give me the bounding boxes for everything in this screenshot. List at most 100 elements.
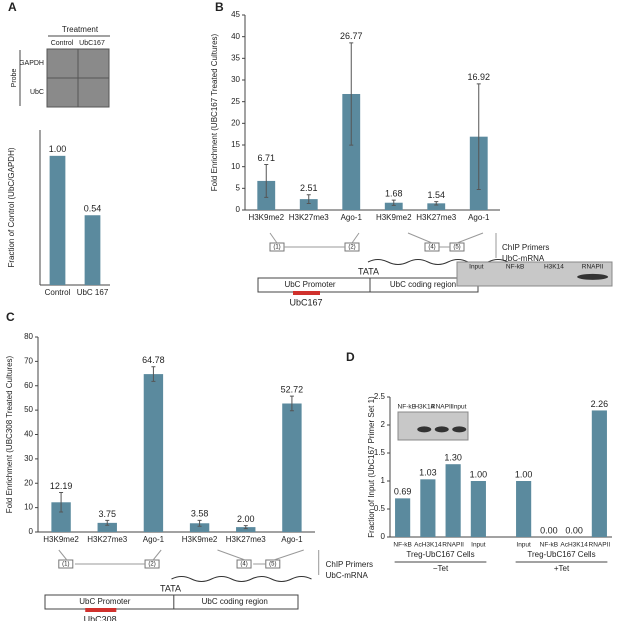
y-tick-label: 50 [24,405,33,414]
y-tick-label: 0.5 [374,504,386,513]
bar [384,202,403,210]
value-label: 0.54 [84,204,102,214]
panel-label: A [8,0,17,14]
value-label: 64.78 [142,355,165,365]
y-axis-label: Fraction of Input (UbC167 Primer Set 1) [367,396,376,538]
y-tick-label: 10 [24,503,33,512]
gel-lane-label: Input [452,404,467,411]
blot-column: UbC167 [79,40,105,47]
gel-lane-label: Input [469,264,484,271]
x-tick-label: AcH3K14 [560,542,588,549]
error-bar [264,163,269,198]
y-tick-label: 20 [24,478,33,487]
x-tick-label: H3K27me3 [226,535,267,544]
value-label: 1.03 [419,468,437,478]
gel-lane-label: H3K14 [414,404,434,411]
error-bar [434,201,439,206]
gel-lane-label: NF-kB [506,264,524,271]
y-tick-label: 35 [231,53,240,62]
blot-side-label: Probe [11,69,18,88]
error-bar [289,395,294,412]
primer-label: (1) [62,562,69,568]
x-tick-label: H3K9me2 [43,535,79,544]
x-tick-label: Input [471,542,486,549]
x-tick-label: Ago-1 [341,213,363,222]
blot-row: UbC [30,89,44,96]
x-tick-label: H3K9me2 [182,535,218,544]
error-bar [306,194,311,204]
x-tick-label: Input [516,542,531,549]
value-label: 2.26 [591,399,609,409]
x-tick-label: Control [45,288,71,297]
bar [591,410,607,537]
y-axis-label: Fold Enrichment (UBC308 Treated Cultures… [5,355,14,513]
y-tick-label: 15 [231,140,240,149]
gene-box [44,594,299,610]
error-bar [197,519,202,527]
primer-label: (2) [148,562,155,568]
error-bar [391,199,396,206]
bar [189,523,210,532]
gel-band [434,426,449,433]
blot-title: Treatment [62,25,99,34]
y-tick-label: 2 [381,420,386,429]
bar [143,374,164,532]
error-bar [105,519,110,526]
x-tick-label: RNAPII [442,542,464,549]
y-tick-label: 20 [231,118,240,127]
value-label: 52.72 [281,385,304,395]
value-label: 0.69 [394,487,412,497]
x-tick-label: RNAPII [589,542,611,549]
x-tick-label: NF-kB [393,542,411,549]
value-label: 3.58 [191,509,209,519]
tata-label: TATA [358,266,379,276]
value-label: 2.51 [300,183,318,193]
group-label: Treg-UbC167 Cells [527,550,595,559]
primer-label: (5) [269,562,276,568]
panel-label: C [6,310,15,324]
x-tick-label: H3K27me3 [416,213,457,222]
y-tick-label: 10 [231,162,240,171]
y-tick-label: 5 [236,183,241,192]
primers-label: ChIP Primers [326,560,373,569]
value-label: 1.54 [427,190,445,200]
y-tick-label: 30 [24,454,33,463]
primer-label: (5) [453,245,460,251]
gel [456,261,613,287]
bar [236,527,256,532]
y-tick-label: 30 [231,75,240,84]
group-condition: +Tet [554,564,570,573]
panel-label: B [215,0,224,14]
bar [395,498,411,537]
coding-label: UbC coding region [202,597,268,606]
group-condition: −Tet [433,564,449,573]
primer-label: (1) [273,245,280,251]
value-label: 1.68 [385,188,403,198]
bar [445,464,461,537]
bar [97,522,117,532]
x-tick-label: H3K27me3 [289,213,330,222]
gel-band [417,426,432,433]
value-label: 0.00 [565,525,583,535]
value-label: 2.00 [237,514,255,524]
target-site [293,291,320,295]
group-label: Treg-UbC167 Cells [406,550,474,559]
y-tick-label: 60 [24,381,33,390]
y-axis-label: Fold Enrichment (UBC167 Treated Cultures… [210,33,219,191]
value-label: 26.77 [340,31,363,41]
gel-lane-label: NF-kB [398,404,416,411]
target-label: UbC167 [289,297,322,307]
value-label: 12.19 [50,481,73,491]
gel-band [577,273,609,280]
bar [84,215,101,285]
gel-band [452,426,467,433]
error-bar [349,42,354,146]
bar [427,203,446,210]
x-tick-label: UbC 167 [77,288,109,297]
primer-label: (4) [240,562,247,568]
mrna-label: UbC-mRNA [502,254,545,263]
bar [420,479,436,537]
error-bar [476,83,481,191]
